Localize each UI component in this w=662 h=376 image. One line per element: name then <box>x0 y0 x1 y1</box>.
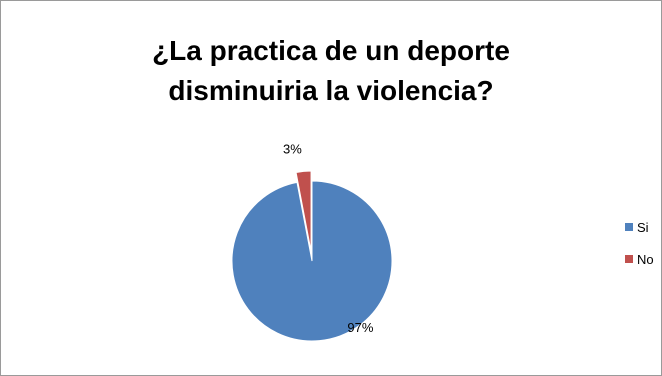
legend: Si No <box>625 217 654 281</box>
chart-title-line-2: disminuiria la violencia? <box>168 75 494 106</box>
legend-label-si: Si <box>637 219 649 235</box>
pie-slice-no <box>295 170 312 252</box>
chart-title: ¿La practica de un deporte disminuiria l… <box>1 31 661 111</box>
legend-item-no: No <box>625 249 654 269</box>
data-label-no: 3% <box>283 141 302 156</box>
chart-title-line-1: ¿La practica de un deporte <box>152 35 510 66</box>
legend-swatch-si <box>625 223 633 231</box>
legend-item-si: Si <box>625 217 654 237</box>
legend-label-no: No <box>637 251 654 267</box>
legend-swatch-no <box>625 255 633 263</box>
pie-slice-si <box>231 180 393 342</box>
data-label-si: 97% <box>347 320 373 335</box>
